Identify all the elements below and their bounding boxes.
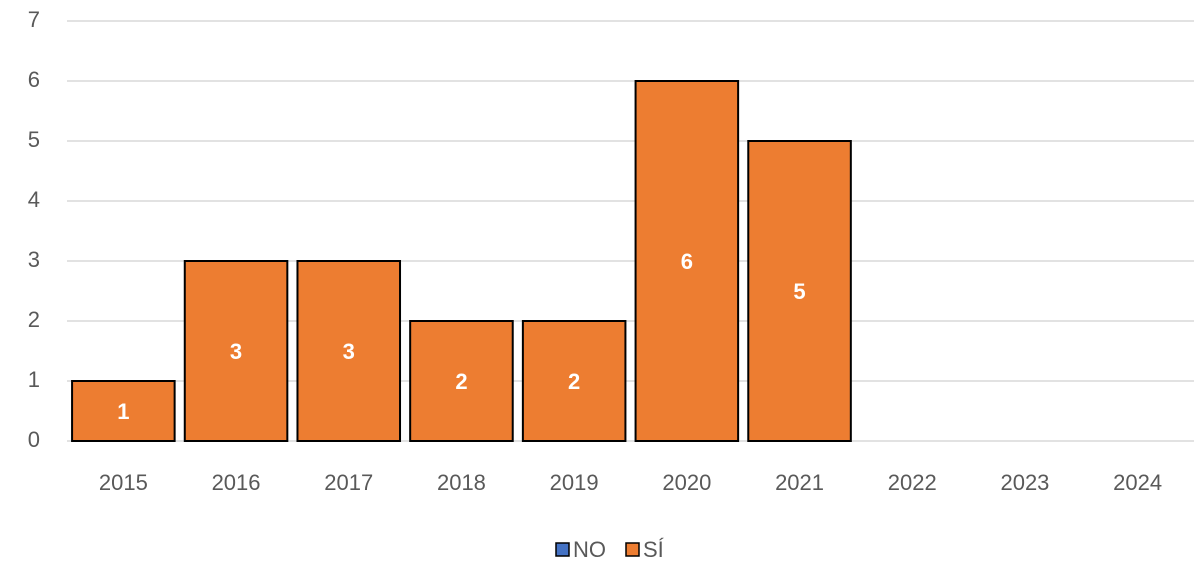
legend-swatch <box>625 542 640 557</box>
legend-swatch <box>555 542 570 557</box>
data-label: 6 <box>681 249 693 274</box>
bar <box>634 80 740 442</box>
data-label: 5 <box>793 279 805 304</box>
bar <box>296 260 402 442</box>
y-tick-label: 3 <box>28 247 40 272</box>
y-tick-label: 5 <box>28 127 40 152</box>
legend-label: SÍ <box>643 537 665 562</box>
legend-label: NO <box>573 537 606 562</box>
y-tick-label: 1 <box>28 367 40 392</box>
bar <box>521 320 627 442</box>
bar <box>71 380 176 442</box>
x-tick-label: 2016 <box>212 470 261 495</box>
data-label: 3 <box>343 339 355 364</box>
x-tick-label: 2020 <box>662 470 711 495</box>
data-label: 2 <box>568 369 580 394</box>
x-tick-label: 2024 <box>1113 470 1162 495</box>
x-tick-label: 2021 <box>775 470 824 495</box>
x-tick-label: 2015 <box>99 470 148 495</box>
bar <box>183 260 289 442</box>
data-label: 1 <box>117 399 129 424</box>
data-label: 3 <box>230 339 242 364</box>
y-tick-label: 7 <box>28 7 40 32</box>
bar <box>409 320 514 442</box>
data-label: 2 <box>455 369 467 394</box>
y-tick-label: 0 <box>28 427 40 452</box>
x-tick-label: 2018 <box>437 470 486 495</box>
y-tick-label: 4 <box>28 187 40 212</box>
x-tick-label: 2017 <box>324 470 373 495</box>
x-tick-label: 2022 <box>888 470 937 495</box>
y-tick-label: 2 <box>28 307 40 332</box>
x-tick-label: 2019 <box>550 470 599 495</box>
bar <box>747 140 852 442</box>
y-tick-label: 6 <box>28 67 40 92</box>
x-tick-label: 2023 <box>1000 470 1049 495</box>
